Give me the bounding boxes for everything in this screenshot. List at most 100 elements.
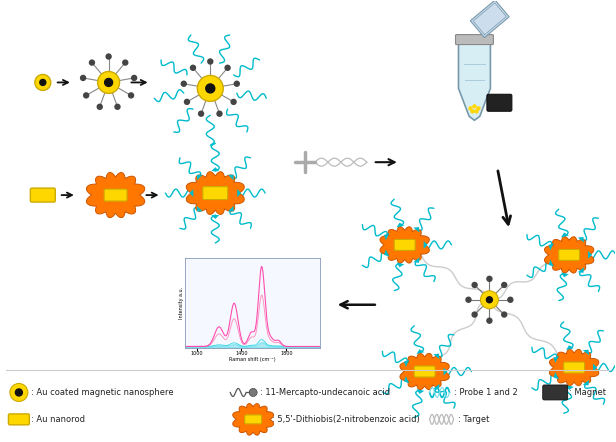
Circle shape [231, 99, 236, 104]
Polygon shape [471, 0, 509, 38]
Polygon shape [86, 172, 145, 217]
Circle shape [89, 60, 94, 65]
FancyBboxPatch shape [104, 189, 127, 201]
Circle shape [472, 282, 477, 287]
Polygon shape [400, 354, 449, 390]
Circle shape [501, 282, 507, 287]
Polygon shape [545, 237, 594, 273]
Circle shape [15, 389, 22, 396]
Circle shape [181, 81, 186, 86]
Polygon shape [583, 380, 589, 385]
Polygon shape [548, 259, 554, 267]
Circle shape [206, 84, 215, 93]
Polygon shape [384, 250, 389, 257]
Circle shape [35, 74, 51, 91]
FancyBboxPatch shape [394, 240, 415, 251]
Polygon shape [397, 223, 404, 227]
Circle shape [105, 78, 113, 87]
FancyBboxPatch shape [245, 415, 262, 424]
Circle shape [469, 107, 472, 110]
Circle shape [477, 107, 480, 110]
Polygon shape [211, 167, 219, 171]
Circle shape [234, 81, 239, 86]
Polygon shape [583, 350, 589, 355]
Polygon shape [211, 215, 219, 219]
Polygon shape [404, 360, 409, 367]
Circle shape [84, 93, 89, 98]
Circle shape [487, 318, 492, 323]
Circle shape [40, 80, 46, 85]
Text: : Magnet: : Magnet [569, 388, 606, 397]
Circle shape [98, 72, 120, 93]
Circle shape [475, 110, 478, 113]
Polygon shape [561, 272, 569, 277]
Circle shape [480, 291, 498, 309]
FancyBboxPatch shape [487, 94, 512, 111]
Text: : Probe 1 and 2: : Probe 1 and 2 [453, 388, 517, 397]
Polygon shape [197, 206, 203, 211]
Polygon shape [554, 372, 559, 379]
FancyBboxPatch shape [30, 188, 55, 202]
Polygon shape [433, 354, 440, 359]
Circle shape [249, 389, 257, 396]
FancyBboxPatch shape [203, 187, 228, 200]
Polygon shape [397, 263, 404, 267]
Polygon shape [186, 172, 245, 214]
Polygon shape [228, 206, 233, 211]
Circle shape [508, 297, 513, 302]
Polygon shape [416, 349, 424, 354]
Polygon shape [404, 376, 409, 383]
Polygon shape [413, 257, 419, 263]
Circle shape [129, 93, 134, 98]
Text: : Target: : Target [458, 415, 489, 424]
Text: : 5,5'-Dithiobis(2-nitrobenzoic acid): : 5,5'-Dithiobis(2-nitrobenzoic acid) [272, 415, 420, 424]
PathPatch shape [458, 41, 490, 120]
Circle shape [466, 297, 471, 302]
FancyBboxPatch shape [9, 414, 30, 425]
Circle shape [81, 76, 86, 80]
Circle shape [472, 312, 477, 317]
Circle shape [123, 60, 128, 65]
FancyBboxPatch shape [559, 249, 580, 260]
Polygon shape [554, 356, 559, 363]
FancyBboxPatch shape [564, 362, 585, 373]
Polygon shape [444, 368, 448, 376]
FancyBboxPatch shape [543, 385, 568, 400]
Circle shape [197, 76, 223, 101]
Polygon shape [424, 241, 428, 249]
Circle shape [115, 104, 120, 109]
Polygon shape [228, 175, 233, 180]
Circle shape [225, 65, 230, 70]
FancyBboxPatch shape [414, 366, 435, 377]
Polygon shape [588, 251, 592, 259]
Polygon shape [233, 404, 274, 435]
Circle shape [473, 105, 476, 108]
Polygon shape [416, 389, 424, 394]
Polygon shape [578, 267, 584, 273]
Circle shape [97, 104, 102, 109]
Circle shape [184, 99, 190, 104]
Polygon shape [566, 345, 574, 350]
Circle shape [487, 297, 492, 303]
Polygon shape [566, 385, 574, 390]
Polygon shape [549, 350, 599, 386]
Circle shape [208, 59, 213, 64]
Circle shape [501, 312, 507, 317]
Circle shape [10, 384, 28, 401]
Polygon shape [384, 233, 389, 240]
Circle shape [132, 76, 137, 80]
Polygon shape [189, 189, 193, 197]
Polygon shape [197, 175, 203, 180]
FancyBboxPatch shape [455, 34, 493, 45]
Text: : Au coated magnetic nanosphere: : Au coated magnetic nanosphere [31, 388, 174, 397]
Circle shape [190, 65, 195, 70]
Polygon shape [578, 237, 584, 243]
Circle shape [106, 54, 111, 59]
Circle shape [471, 110, 474, 113]
Polygon shape [433, 384, 440, 389]
Circle shape [198, 111, 203, 116]
Text: : 11-Mercapto-undecanoic acid: : 11-Mercapto-undecanoic acid [260, 388, 391, 397]
Polygon shape [413, 227, 419, 232]
Polygon shape [237, 189, 241, 197]
Circle shape [217, 111, 222, 116]
